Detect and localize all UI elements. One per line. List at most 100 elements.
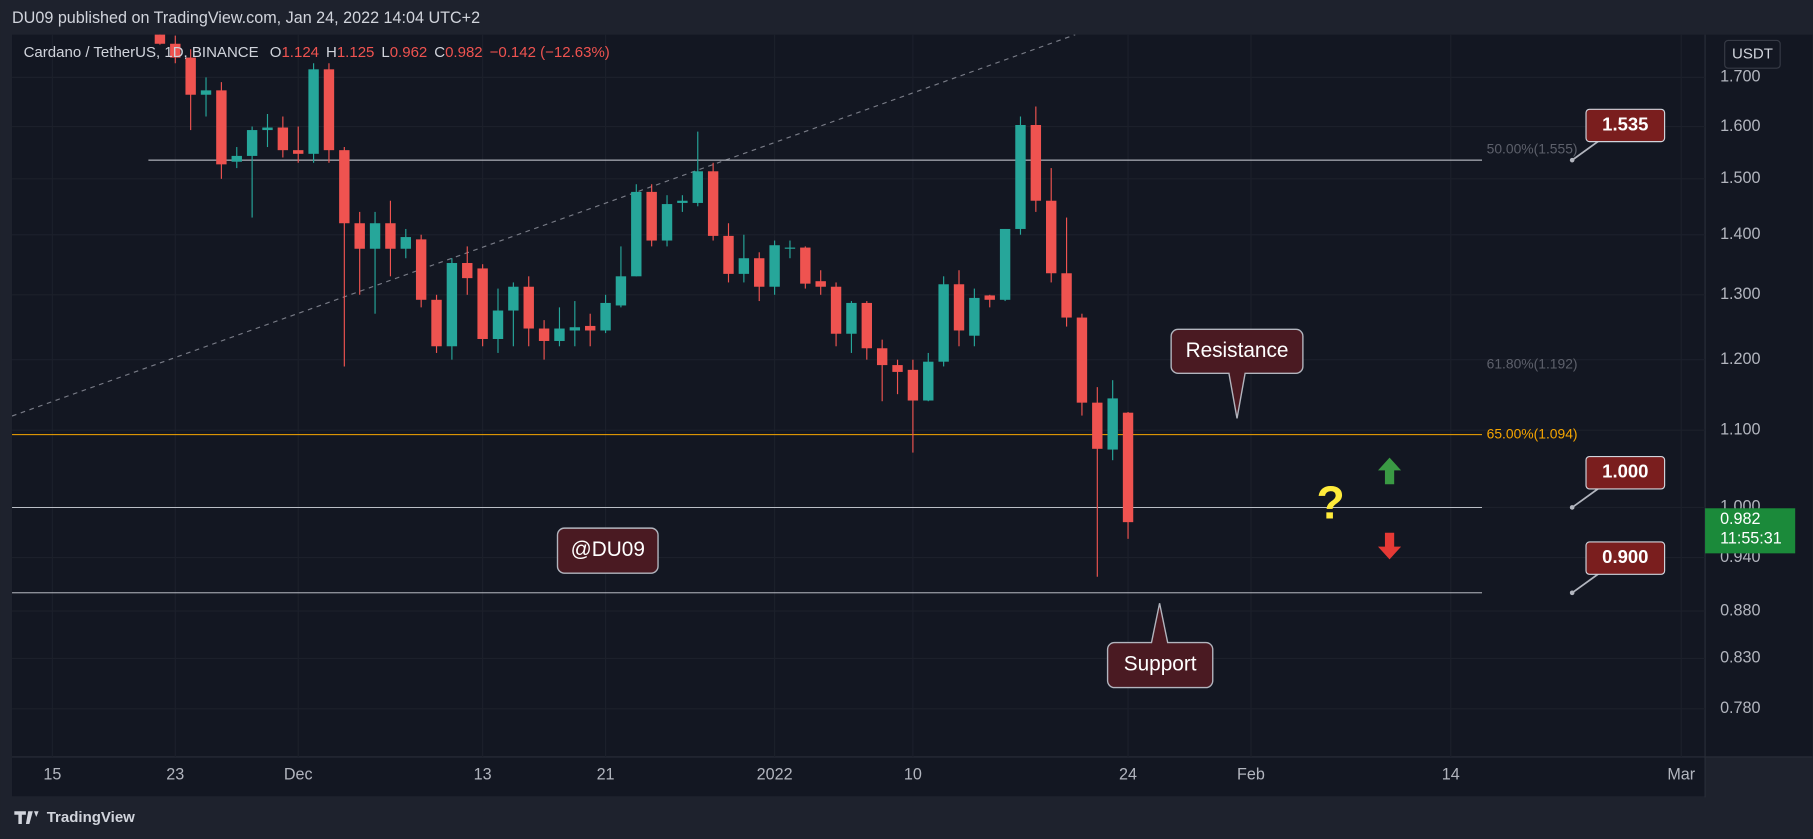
candle-body — [677, 200, 688, 203]
symbol: Cardano / TetherUS, 1D, BINANCE — [24, 44, 259, 61]
callout-anchor — [1569, 505, 1575, 510]
candle-body — [231, 155, 242, 162]
levels: 50.00%(1.555) 61.80%(1.192) 65.00%(1.094) 1… — [12, 108, 1666, 596]
candle-body — [1015, 124, 1026, 229]
candle-body — [999, 228, 1011, 300]
resistance-box — [1170, 328, 1304, 419]
candle-body — [800, 247, 811, 284]
candle-body — [400, 237, 411, 249]
x-tick-label: 13 — [474, 766, 492, 784]
y-tick-label: 1.100 — [1720, 420, 1760, 438]
candle-body — [262, 127, 273, 131]
candle-body — [323, 69, 335, 151]
legend-value: 0.982 — [445, 44, 483, 61]
up-arrow — [1378, 457, 1402, 485]
candle-body — [861, 302, 873, 349]
candle-body — [1122, 412, 1134, 523]
currency-box[interactable] — [1724, 39, 1781, 69]
candle-body — [738, 258, 750, 274]
watermark-box — [556, 527, 659, 574]
callout-anchor — [1569, 590, 1575, 596]
callout-box — [1585, 541, 1666, 575]
header: DU09 published on TradingView.com, Jan 2… — [12, 9, 480, 27]
legend-value: 1.125 — [337, 44, 375, 61]
fib-label: 65.00%(1.094) — [1487, 425, 1578, 441]
x-tick-label: Dec — [284, 766, 313, 784]
x-tick-label: 15 — [43, 766, 61, 784]
y-tick-label: 1.600 — [1720, 117, 1760, 135]
candle-body — [492, 310, 504, 339]
candle-body — [185, 57, 196, 95]
candle-body — [984, 295, 995, 300]
candles — [154, 34, 1134, 577]
y-tick-label: 1.300 — [1720, 285, 1760, 303]
x-tick-label: 21 — [597, 766, 615, 784]
candle-body — [308, 69, 319, 154]
candle-body — [477, 268, 488, 339]
candle-body — [462, 263, 473, 279]
candle-body — [723, 235, 734, 274]
y-tick-label: 1.500 — [1720, 169, 1760, 187]
candle-body — [508, 286, 519, 311]
candle-body — [969, 297, 980, 336]
candle-body — [538, 328, 550, 341]
candle-body — [1046, 200, 1057, 274]
price-tag — [1705, 508, 1796, 554]
x-tick-label: 23 — [166, 766, 184, 784]
candle-body — [523, 286, 534, 329]
y-tick-label: 0.780 — [1720, 699, 1760, 717]
candle-body — [923, 361, 934, 401]
x-tick-label: Mar — [1667, 766, 1695, 784]
legend-change: −0.142 (−12.63%) — [490, 44, 610, 61]
candle-body — [1107, 398, 1118, 450]
candle-body — [246, 130, 258, 156]
footer: TradingView — [47, 809, 135, 826]
candle-body — [431, 299, 442, 347]
candle-body — [415, 239, 427, 300]
y-tick-label: 1.400 — [1720, 225, 1760, 243]
callout-anchor — [1569, 157, 1575, 163]
legend-value: 0.962 — [390, 44, 428, 61]
candle-body — [892, 365, 903, 372]
candle-body — [784, 247, 796, 249]
legend-value: 1.124 — [281, 44, 319, 61]
candle-body — [646, 191, 657, 241]
candle-body — [1092, 402, 1103, 449]
annotations: Resistance Support @DU09? — [556, 328, 1402, 689]
candle-body — [216, 90, 227, 165]
candle-body — [631, 191, 642, 277]
candle-body — [569, 327, 581, 331]
candle-body — [339, 150, 350, 224]
candle-body — [446, 263, 458, 347]
legend-key: L — [381, 44, 389, 61]
candle-body — [600, 302, 611, 331]
support-box — [1106, 603, 1214, 689]
y-tick-label: 0.830 — [1720, 649, 1760, 667]
legend: Cardano / TetherUS, 1D, BINANCE O1.124 H1… — [24, 44, 610, 61]
time-axis — [12, 756, 1706, 797]
candle-body — [385, 223, 396, 249]
candle-body — [615, 276, 627, 306]
x-tick-label: 10 — [904, 766, 922, 784]
plot-area — [12, 34, 1706, 757]
support-label: Support — [1124, 653, 1197, 676]
candle-body — [707, 171, 719, 236]
fib-label: 50.00%(1.555) — [1487, 140, 1578, 156]
candle-body — [769, 245, 780, 287]
price-tag-label: 0.982 — [1720, 510, 1760, 528]
candle-body — [277, 127, 289, 151]
callout-pointer — [1571, 571, 1602, 594]
fib-label: 61.80%(1.192) — [1487, 356, 1578, 372]
candle-body — [754, 258, 765, 287]
legend-key: H — [326, 44, 337, 61]
candle-body — [846, 302, 857, 334]
candle-body — [1076, 317, 1088, 403]
legend-items: O1.124 H1.125 L0.962 C0.982 −0.142 (−12.63%) — [270, 44, 610, 61]
candle-body — [170, 43, 181, 58]
candle-body — [354, 223, 365, 249]
x-tick-label: Feb — [1237, 766, 1265, 784]
legend-key: O — [270, 44, 282, 61]
candle-body — [830, 286, 842, 334]
down-arrow — [1378, 532, 1402, 560]
candle-body — [1030, 124, 1042, 201]
